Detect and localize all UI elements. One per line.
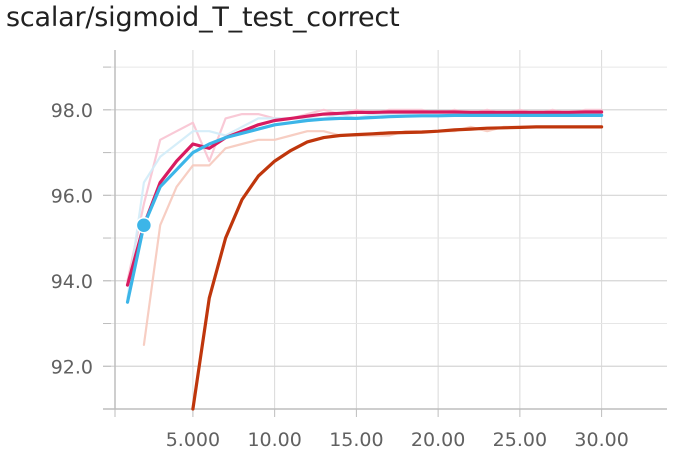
x-tick-label: 25.00 [493,429,547,451]
hover-markers [135,216,153,234]
tick-labels: 92.0 94.0 96.0 98.0 5.000 10.00 15.00 20.00 25.0… [51,100,629,451]
axes [103,50,667,417]
series-lines [125,108,604,411]
y-tick-label: 94.0 [51,271,93,293]
y-tick-label: 98.0 [51,100,93,122]
smoothed-series-line-5 [125,113,604,304]
x-tick-label: 10.00 [247,429,301,451]
raw-series-line-3 [126,112,603,299]
x-tick-label: 20.00 [411,429,465,451]
smoothed-series-line-4 [125,110,604,287]
x-tick-label: 30.00 [574,429,628,451]
x-tick-label: 5.000 [166,429,220,451]
grid-lines [103,50,667,409]
y-tick-label: 92.0 [51,356,93,378]
y-tick-label: 96.0 [51,185,93,207]
chart-title: scalar/sigmoid_T_test_correct [6,2,400,33]
hover-point-marker [135,216,153,234]
x-tick-label: 15.00 [329,429,383,451]
smoothed-series-line-6 [191,125,604,411]
raw-series-line-1 [142,125,603,346]
